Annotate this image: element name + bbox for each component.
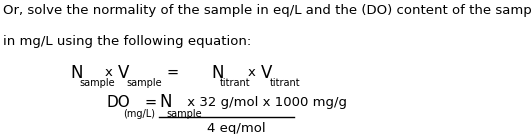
Text: =: = [166,65,178,80]
Text: titrant: titrant [220,78,251,88]
Text: sample: sample [79,78,115,88]
Text: Or, solve the normality of the sample in eq/L and the (DO) content of the sample: Or, solve the normality of the sample in… [3,4,532,17]
Text: x: x [105,66,113,79]
Text: titrant: titrant [269,78,300,88]
Text: 4 eq/mol: 4 eq/mol [207,122,266,134]
Text: sample: sample [167,109,203,118]
Text: =: = [144,95,156,110]
Text: x 32 g/mol x 1000 mg/g: x 32 g/mol x 1000 mg/g [184,96,347,109]
Text: V: V [261,64,273,82]
Text: V: V [118,64,129,82]
Text: sample: sample [126,78,162,88]
Text: in mg/L using the following equation:: in mg/L using the following equation: [3,35,252,48]
Text: N: N [211,64,224,82]
Text: N: N [70,64,82,82]
Text: DO: DO [106,95,130,110]
Text: x: x [247,66,255,79]
Text: (mg/L): (mg/L) [123,109,155,118]
Text: N: N [159,93,171,111]
